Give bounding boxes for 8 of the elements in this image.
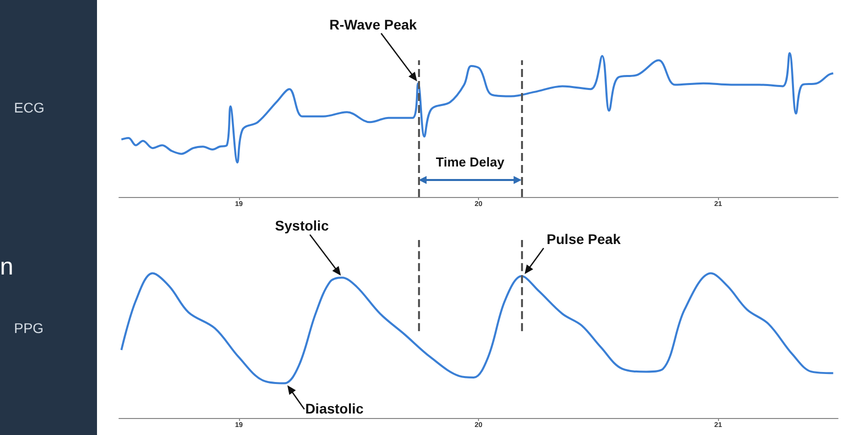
annotation: R-Wave Peak xyxy=(329,16,418,32)
y-axis-title: ECG xyxy=(14,100,44,116)
y-axis-title: PPG xyxy=(14,320,44,336)
annotation: Systolic xyxy=(275,218,329,234)
annotation: Pulse Peak xyxy=(546,231,621,248)
text: n xyxy=(0,254,14,280)
annotation: Time Delay xyxy=(436,154,506,170)
annotation: Diastolic xyxy=(305,400,364,416)
